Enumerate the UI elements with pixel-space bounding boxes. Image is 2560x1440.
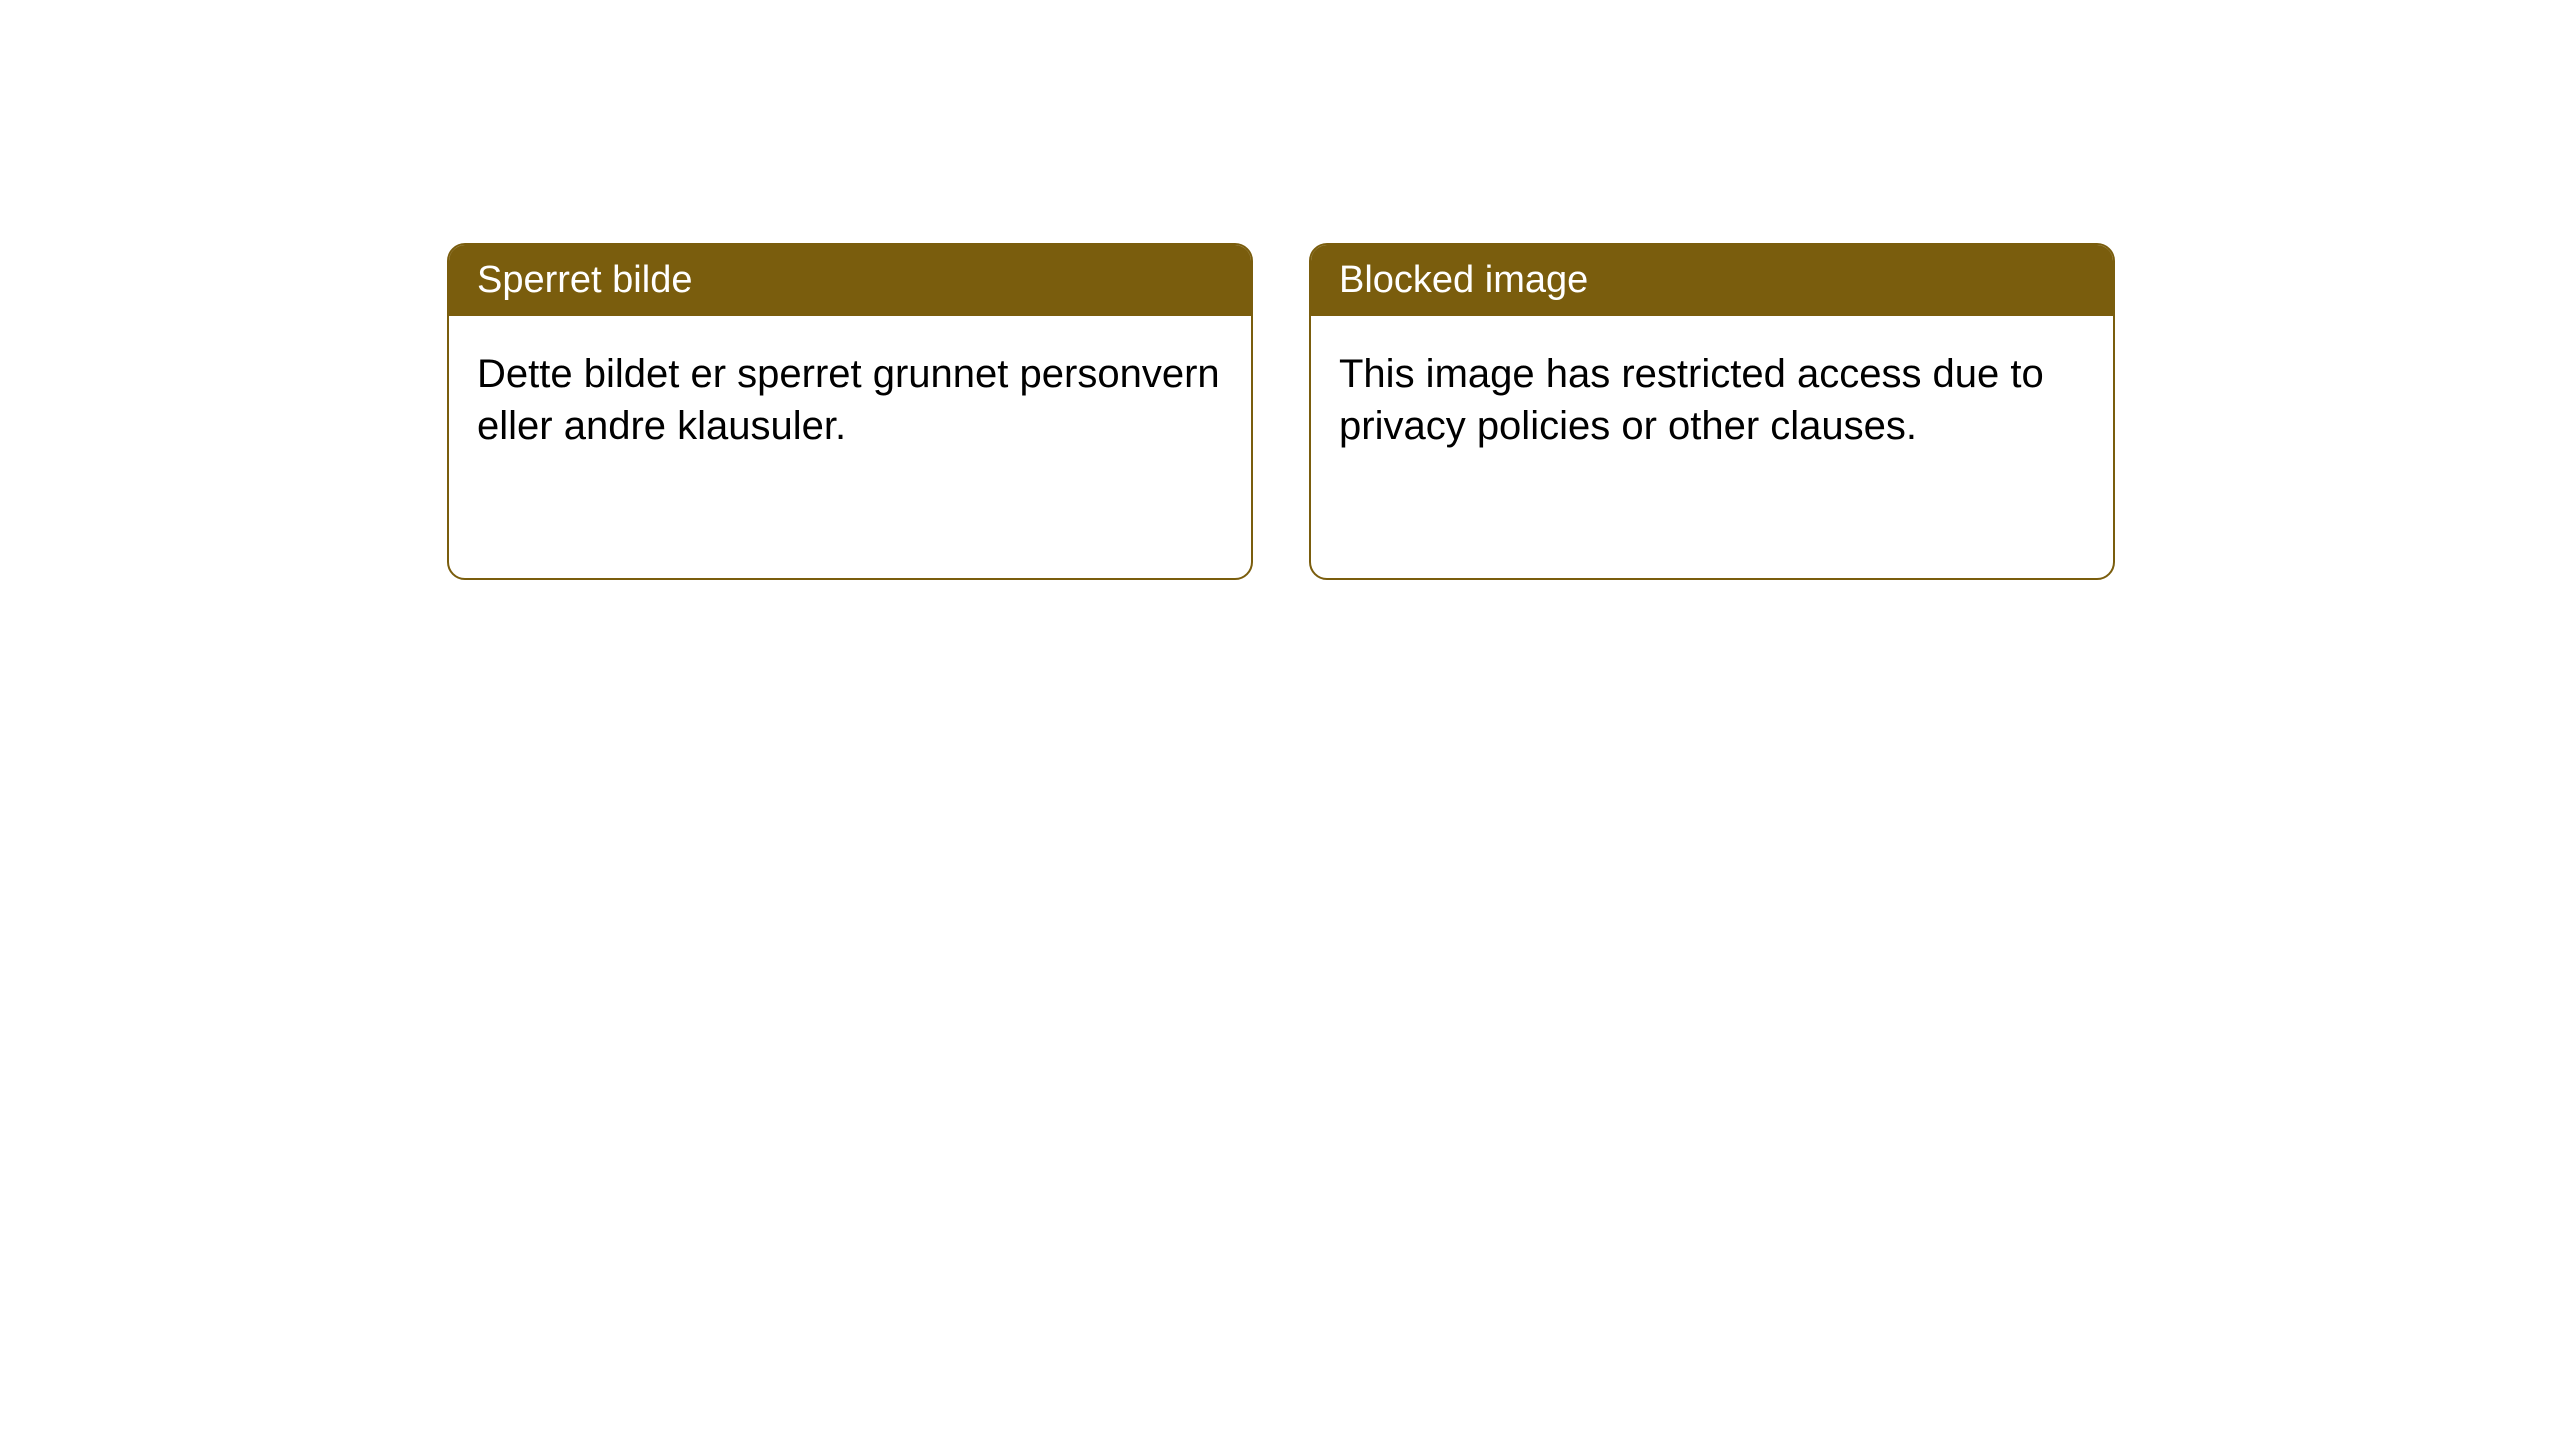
card-header-english: Blocked image (1311, 245, 2113, 316)
card-body-english: This image has restricted access due to … (1311, 316, 2113, 484)
notice-container: Sperret bilde Dette bildet er sperret gr… (447, 243, 2115, 580)
blocked-image-card-english: Blocked image This image has restricted … (1309, 243, 2115, 580)
card-body-text: Dette bildet er sperret grunnet personve… (477, 352, 1220, 448)
blocked-image-card-norwegian: Sperret bilde Dette bildet er sperret gr… (447, 243, 1253, 580)
card-header-text: Sperret bilde (477, 259, 692, 301)
card-body-text: This image has restricted access due to … (1339, 352, 2044, 448)
card-body-norwegian: Dette bildet er sperret grunnet personve… (449, 316, 1251, 484)
card-header-norwegian: Sperret bilde (449, 245, 1251, 316)
card-header-text: Blocked image (1339, 259, 1588, 301)
